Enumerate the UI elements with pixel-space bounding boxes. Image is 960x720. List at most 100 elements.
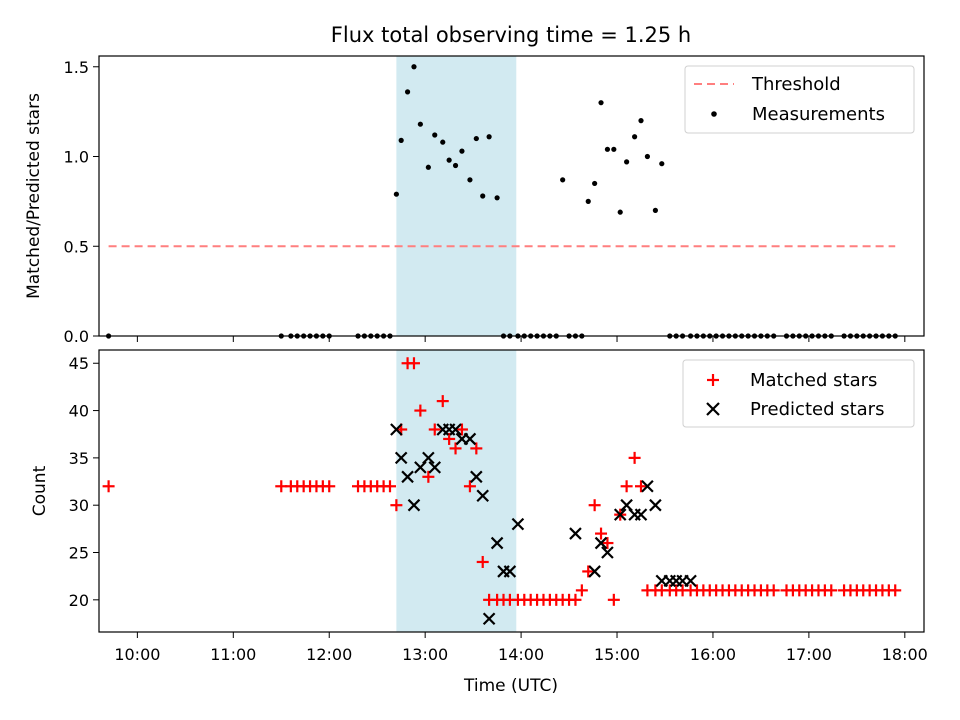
x-tick-label: 11:00 <box>210 645 256 664</box>
measurement-point <box>659 161 665 167</box>
predicted-star-point <box>684 574 697 588</box>
y-tick-label: 20 <box>69 591 89 610</box>
measurements-legend-swatch <box>711 111 717 117</box>
top-panel: Flux total observing time = 1.25 h 0.0 0.… <box>24 23 925 346</box>
matched-star-point <box>449 442 462 455</box>
measurement-point <box>480 193 486 199</box>
predicted-star-point <box>594 536 608 550</box>
measurement-point <box>624 159 630 165</box>
bottom-y-ticks: 20 25 30 35 40 45 <box>69 354 99 610</box>
predicted-star-point <box>407 498 421 512</box>
y-tick-label: 40 <box>69 402 89 421</box>
threshold-legend-label: Threshold <box>751 74 841 95</box>
predicted-star-point <box>449 423 462 436</box>
x-tick-label: 16:00 <box>690 645 736 664</box>
matched-star-point <box>422 470 435 483</box>
x-tick-label: 18:00 <box>882 645 928 664</box>
bottom-panel: 20 25 30 35 40 45 10:00 11:00 12:00 13:00 14:00 15… <box>30 349 928 696</box>
matched-star-point <box>383 480 396 493</box>
measurement-point <box>585 198 591 204</box>
measurement-point <box>598 100 604 106</box>
measurement-point <box>452 162 459 169</box>
bottom-legend: Matched stars Predicted stars <box>682 359 915 428</box>
top-x-ticks <box>136 336 906 342</box>
measurement-point <box>494 195 500 201</box>
predicted-star-point <box>422 451 435 465</box>
matched-star-point <box>414 404 427 417</box>
measurement-point <box>638 118 644 124</box>
measurement-point <box>425 164 431 170</box>
measurement-point <box>486 134 492 140</box>
measurement-point <box>467 177 473 183</box>
matched-star-point <box>607 593 620 606</box>
matched-legend-label: Matched stars <box>750 370 877 391</box>
x-axis-label: Time (UTC) <box>463 676 558 696</box>
matched-star-point <box>390 499 403 512</box>
matched-star-point <box>889 584 902 597</box>
predicted-star-point <box>470 470 483 484</box>
top-axes-frame <box>98 55 925 337</box>
matched-star-point <box>470 442 483 455</box>
predicted-star-point <box>428 461 442 474</box>
measurement-point <box>459 148 465 154</box>
measurement-point <box>560 177 566 183</box>
x-tick-label: 10:00 <box>114 645 160 664</box>
y-tick-label: 1.5 <box>64 58 89 77</box>
matched-star-point <box>588 499 601 512</box>
predicted-star-point <box>463 432 477 446</box>
matched-star-point <box>443 432 456 445</box>
matched-star-point <box>582 565 595 578</box>
matched-star-point <box>767 584 780 597</box>
predicted-star-point <box>401 470 414 484</box>
measurement-point <box>604 146 611 152</box>
y-tick-label: 0.0 <box>64 327 89 346</box>
measurement-point <box>393 191 399 197</box>
matched-star-point <box>323 480 336 493</box>
measurement-point <box>440 139 446 145</box>
matched-star-point <box>476 555 489 568</box>
top-legend-box <box>684 65 915 134</box>
bottom-axes-frame <box>98 349 925 633</box>
matched-stars-points <box>102 357 902 606</box>
predicted-star-point <box>641 479 654 493</box>
predicted-star-point <box>601 546 614 559</box>
measurement-point <box>404 89 411 95</box>
predicted-star-point <box>482 612 496 626</box>
matched-star-point <box>463 480 476 493</box>
predicted-star-point <box>649 498 662 512</box>
chart-title: Flux total observing time = 1.25 h <box>331 23 691 47</box>
bottom-x-ticks: 10:00 11:00 12:00 13:00 14:00 15:00 16:00 17:00… <box>114 632 928 664</box>
measurement-point <box>446 157 452 163</box>
y-tick-label: 0.5 <box>64 237 89 256</box>
measurement-point <box>652 207 658 213</box>
measurement-point <box>398 137 404 143</box>
predicted-star-point <box>490 536 504 550</box>
y-tick-label: 35 <box>69 449 89 468</box>
x-tick-label: 13:00 <box>402 645 448 664</box>
predicted-legend-label: Predicted stars <box>750 399 884 420</box>
x-tick-label: 15:00 <box>594 645 640 664</box>
predicted-star-point <box>569 527 582 540</box>
matched-star-point <box>601 537 614 550</box>
top-y-ticks: 0.0 0.5 1.0 1.5 <box>64 58 99 346</box>
measurement-point <box>432 132 438 138</box>
predicted-star-point <box>511 517 525 531</box>
y-tick-label: 30 <box>69 496 89 515</box>
matched-star-point <box>620 480 633 493</box>
matched-star-point <box>635 480 648 493</box>
predicted-star-point <box>390 423 403 436</box>
x-tick-label: 17:00 <box>786 645 832 664</box>
x-tick-label: 12:00 <box>306 645 352 664</box>
matched-star-point <box>102 480 115 493</box>
measurement-point <box>611 146 617 152</box>
predicted-star-point <box>503 565 517 578</box>
measurements-legend-label: Measurements <box>752 104 885 125</box>
matched-star-point <box>569 593 582 606</box>
matched-star-point <box>436 395 449 408</box>
measurement-point <box>473 135 479 142</box>
bottom-y-axis-label: Count <box>30 465 50 516</box>
matched-star-point <box>407 357 420 370</box>
measurement-point <box>417 121 423 127</box>
predicted-star-point <box>394 451 408 465</box>
y-tick-label: 25 <box>69 544 89 563</box>
